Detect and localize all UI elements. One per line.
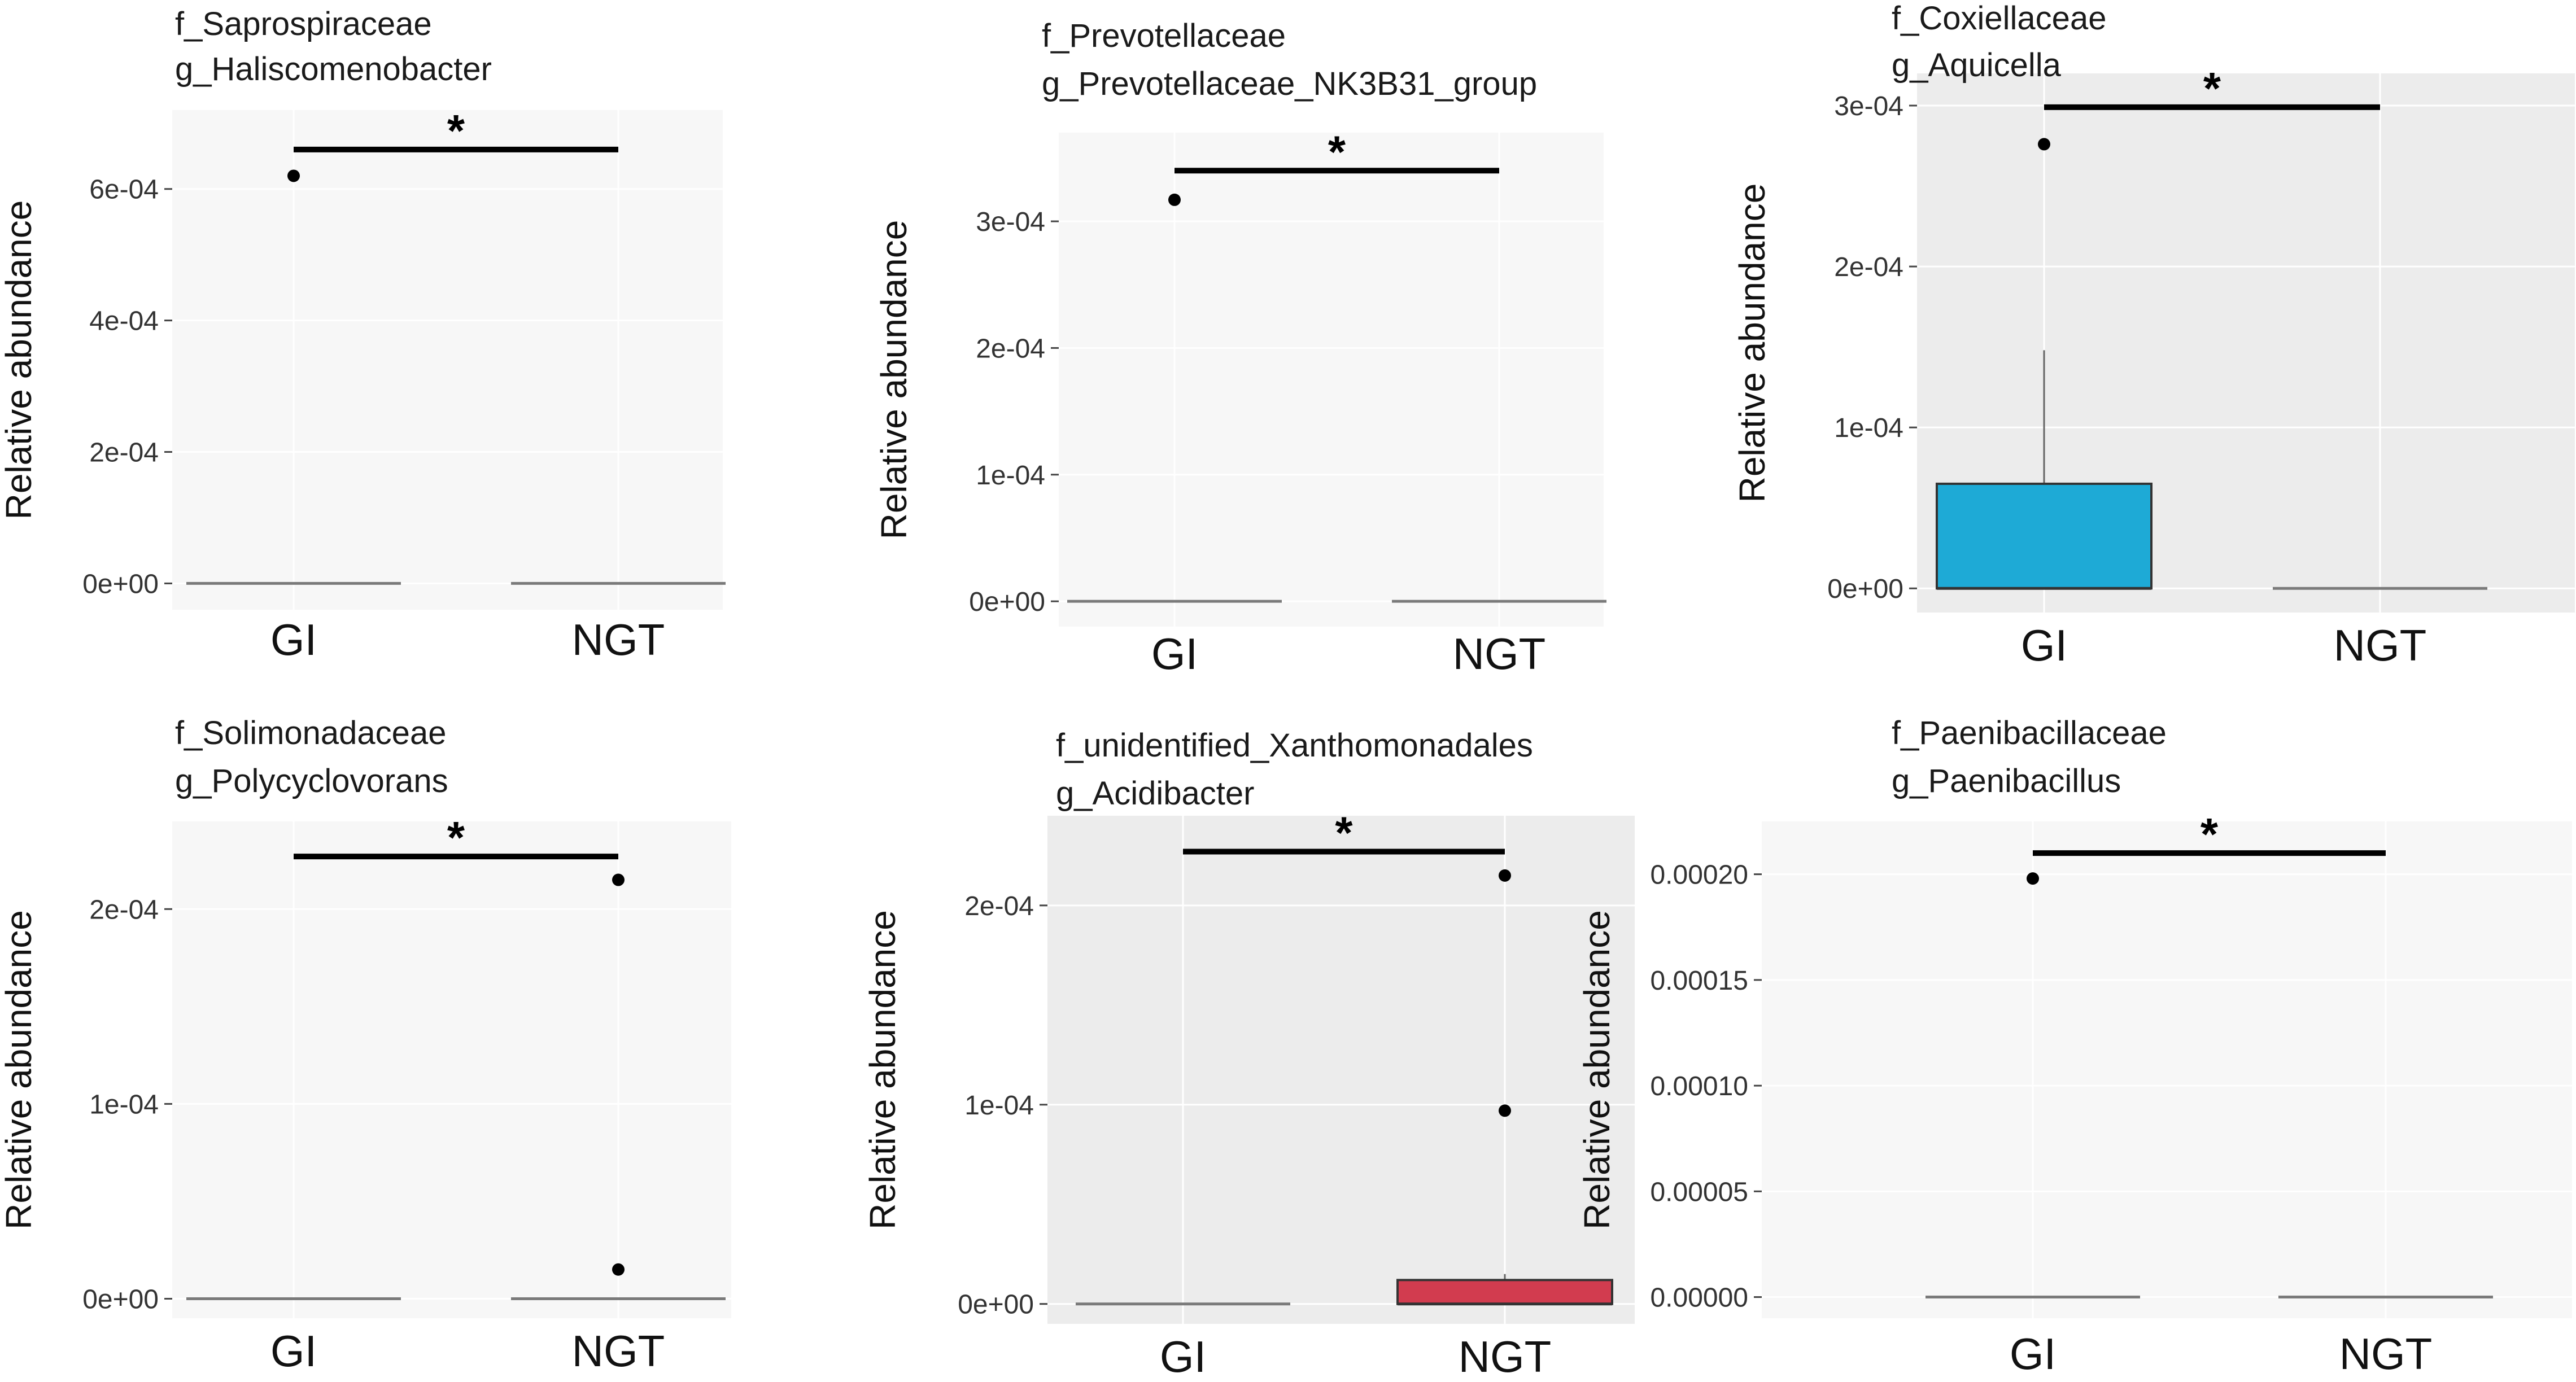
outlier-point-gi [287,169,300,182]
panel-background [1762,821,2572,1318]
y-tick-label: 0e+00 [958,1290,1034,1320]
panel-title-genus: g_Acidibacter [1056,775,1254,812]
x-category-label-gi: GI [270,1326,317,1376]
panel-background [1059,133,1604,627]
x-category-label-gi: GI [270,615,317,664]
outlier-point-ngt [612,1263,625,1276]
x-category-label-ngt: NGT [2339,1329,2433,1379]
panel-title-family: f_unidentified_Xanthomonadales [1056,727,1533,764]
y-tick-label: 0e+00 [82,569,159,599]
outlier-point-ngt [1499,869,1511,882]
y-tick-label: 2e-04 [964,891,1034,921]
y-tick-label: 0.00010 [1650,1072,1748,1101]
x-category-label-ngt: NGT [572,615,665,664]
panel-title-family: f_Coxiellaceae [1892,0,2106,37]
x-category-label-ngt: NGT [572,1326,665,1376]
chart-panel-6: 0.00000 0.00005 0.00010 0.00015 0.00020 * GI NG… [1577,715,2572,1379]
y-axis-title: Relative abundance [1732,183,1772,503]
box-gi [1936,482,2153,590]
y-tick-label: 0.00000 [1650,1283,1748,1313]
panel-background [172,110,723,610]
x-category-label-ngt: NGT [2334,620,2427,670]
x-category-label-gi: GI [2021,620,2067,670]
panel-title-genus: g_Polycyclovorans [175,763,448,799]
y-axis-title: Relative abundance [862,910,903,1230]
chart-panel-5: 0e+00 1e-04 2e-04 * GI NGT Relative abundance f… [862,727,1635,1381]
chart-panel-4: 0e+00 1e-04 2e-04 * GI NGT Relative abundance f… [0,715,731,1376]
panel-background [172,821,731,1318]
y-tick-label: 0e+00 [82,1284,159,1314]
chart-panel-3: 0e+00 1e-04 2e-04 3e-04 * GI NGT Relative abund… [1732,0,2575,670]
y-axis-title: Relative abundance [874,220,914,540]
y-tick-label: 0.00020 [1650,860,1748,890]
x-category-label-ngt: NGT [1459,1332,1552,1381]
outlier-point-gi [1168,193,1181,206]
y-tick-label: 1e-04 [1834,413,1903,443]
x-category-label-ngt: NGT [1453,629,1546,679]
y-tick-label: 0e+00 [1827,574,1903,604]
y-tick-label: 1e-04 [976,461,1045,491]
chart-panel-2: 0e+00 1e-04 2e-04 3e-04 * GI NGT Relative abund… [874,18,1606,679]
significance-label: * [447,106,465,156]
panel-title-genus: g_Aquicella [1892,47,2062,84]
y-axis-title: Relative abundance [1577,910,1617,1230]
significance-label: * [2200,809,2219,859]
y-tick-label: 2e-04 [89,438,159,468]
panel-title-family: f_Solimonadaceae [175,715,446,751]
y-tick-label: 3e-04 [1834,91,1903,121]
panel-background [1047,816,1635,1324]
panel-title-genus: g_Haliscomenobacter [175,51,492,88]
y-axis-title: Relative abundance [0,200,39,520]
x-category-label-gi: GI [1160,1332,1206,1381]
panel-title-family: f_Paenibacillaceae [1892,715,2167,751]
box-ngt [1396,1279,1613,1305]
significance-label: * [2203,63,2221,113]
y-tick-label: 3e-04 [976,207,1045,237]
y-tick-label: 2e-04 [89,895,159,925]
x-category-label-gi: GI [1151,629,1198,679]
y-tick-label: 1e-04 [964,1091,1034,1121]
y-tick-label: 0e+00 [969,587,1045,617]
y-tick-label: 1e-04 [89,1090,159,1119]
y-tick-label: 2e-04 [1834,252,1903,282]
y-tick-label: 6e-04 [89,175,159,205]
y-tick-label: 2e-04 [976,334,1045,364]
panel-title-family: f_Saprospiraceae [175,6,432,42]
x-category-label-gi: GI [2010,1329,2056,1379]
panel-title-genus: g_Paenibacillus [1892,763,2121,799]
y-axis-title: Relative abundance [0,910,39,1230]
y-tick-label: 0.00005 [1650,1177,1748,1207]
significance-label: * [447,812,465,863]
outlier-point-gi [2038,138,2050,151]
y-tick-label: 0.00015 [1650,966,1748,996]
outlier-point-gi [2027,872,2039,885]
significance-label: * [1335,808,1353,858]
panel-title-genus: g_Prevotellaceae_NK3B31_group [1042,65,1537,102]
chart-panel-1: 0e+00 2e-04 4e-04 6e-04 * GI NGT Relative abund… [0,6,726,664]
significance-label: * [1328,126,1346,177]
outlier-point-ngt [612,873,625,886]
y-tick-label: 4e-04 [89,307,159,336]
panel-title-family: f_Prevotellaceae [1042,18,1286,54]
outlier-point-ngt [1499,1104,1511,1117]
